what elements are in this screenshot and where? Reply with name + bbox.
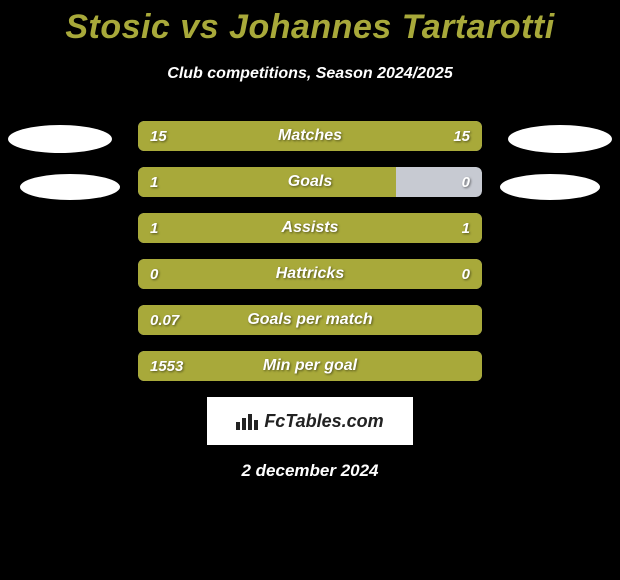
- stat-value-right: 0: [462, 167, 470, 197]
- bar-chart-icon: [236, 412, 258, 430]
- stat-row: 1553Min per goal: [138, 351, 482, 381]
- stat-label: Goals per match: [138, 305, 482, 335]
- stat-value-right: 15: [453, 121, 470, 151]
- player-photo-right-placeholder: [508, 125, 612, 153]
- stat-row: 0Hattricks0: [138, 259, 482, 289]
- page-title: Stosic vs Johannes Tartarotti: [0, 0, 620, 47]
- stat-row: 0.07Goals per match: [138, 305, 482, 335]
- stat-label: Hattricks: [138, 259, 482, 289]
- stat-label: Assists: [138, 213, 482, 243]
- date-label: 2 december 2024: [0, 461, 620, 481]
- stat-value-right: 0: [462, 259, 470, 289]
- stat-row: 1Assists1: [138, 213, 482, 243]
- page-subtitle: Club competitions, Season 2024/2025: [0, 65, 620, 83]
- team-logo-left-placeholder: [20, 174, 120, 200]
- stat-label: Goals: [138, 167, 482, 197]
- stat-row: 15Matches15: [138, 121, 482, 151]
- stat-label: Matches: [138, 121, 482, 151]
- comparison-chart: 15Matches151Goals01Assists10Hattricks00.…: [0, 121, 620, 381]
- stat-value-right: 1: [462, 213, 470, 243]
- source-badge-text: FcTables.com: [264, 411, 383, 432]
- stat-rows: 15Matches151Goals01Assists10Hattricks00.…: [138, 121, 482, 381]
- source-badge: FcTables.com: [207, 397, 413, 445]
- player-photo-left-placeholder: [8, 125, 112, 153]
- team-logo-right-placeholder: [500, 174, 600, 200]
- stat-label: Min per goal: [138, 351, 482, 381]
- stat-row: 1Goals0: [138, 167, 482, 197]
